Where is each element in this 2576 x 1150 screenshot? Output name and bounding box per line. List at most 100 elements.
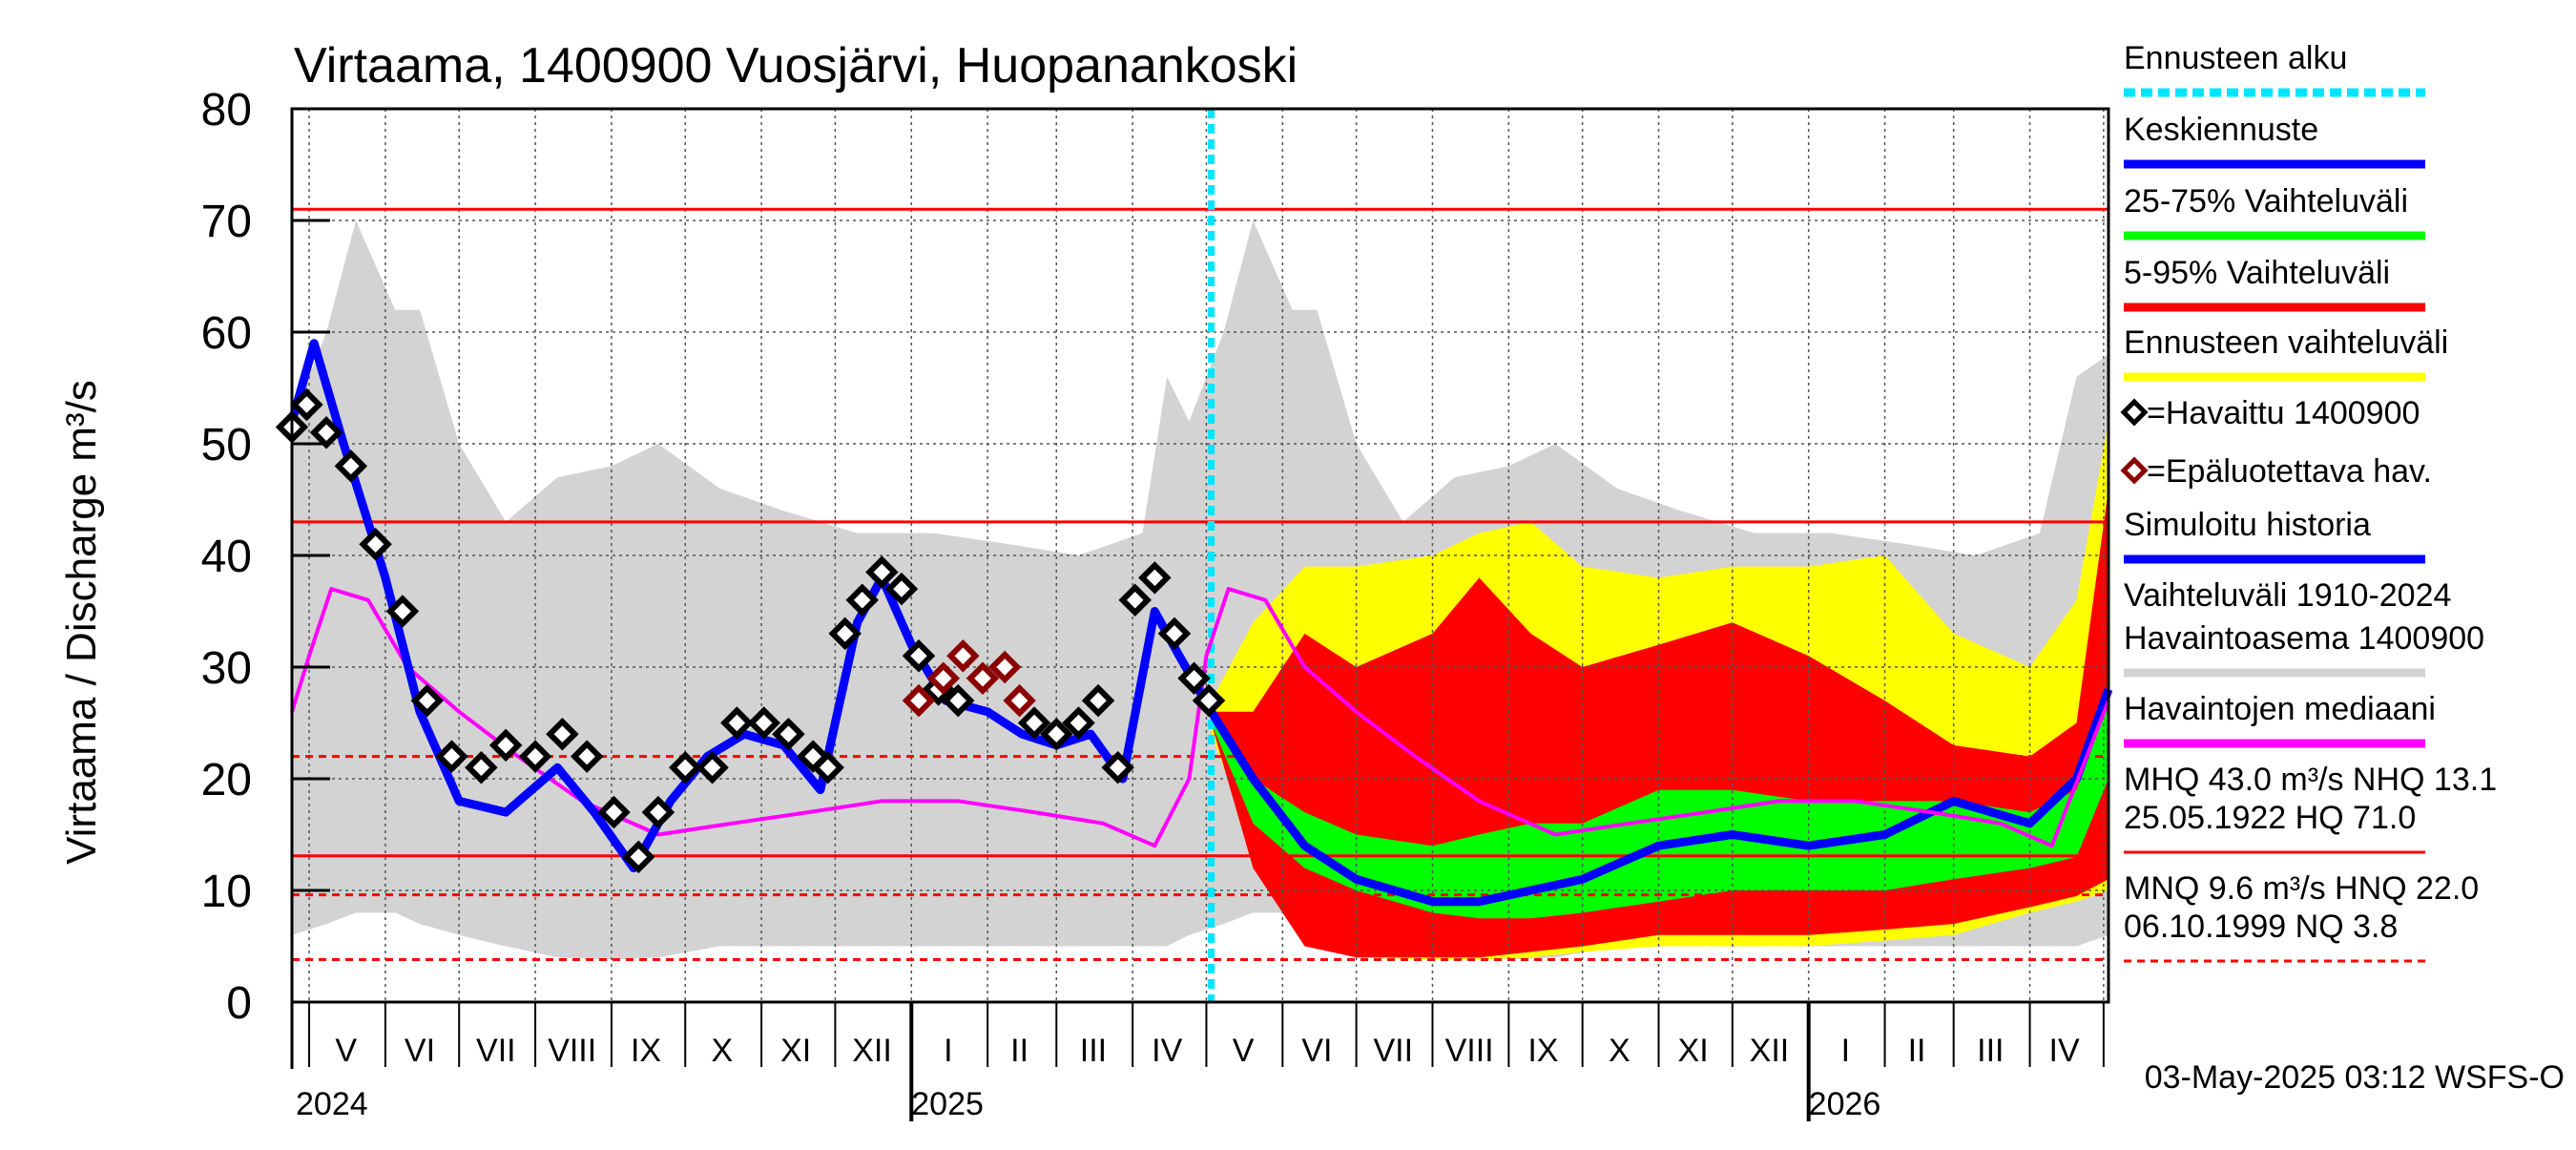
month-label-0: V <box>335 1033 357 1069</box>
month-label-18: XI <box>1678 1033 1709 1069</box>
month-label-15: VIII <box>1445 1033 1494 1069</box>
month-label-23: IV <box>2049 1033 2080 1069</box>
legend-label-vaihteluva-li-1910-2024: Vaihteluväli 1910-2024 <box>2124 577 2451 614</box>
marker-havaittu-1400900 <box>385 595 420 628</box>
marker-havaittu-1400900 <box>772 717 805 751</box>
observation-markers <box>275 387 1226 874</box>
year-label-2024: 2024 <box>296 1086 368 1122</box>
marker-havaittu-1400900 <box>518 740 552 773</box>
month-label-2: VII <box>476 1033 516 1069</box>
marker-epa-luotettava-hav <box>966 661 1000 695</box>
marker-epa-luotettava-hav <box>926 661 961 695</box>
marker-havaittu-1400900 <box>622 840 655 874</box>
marker-havaittu-1400900 <box>546 717 579 751</box>
month-label-12: V <box>1233 1033 1255 1069</box>
legend-label-simuloitu-historia: Simuloitu historia <box>2124 507 2371 543</box>
grid <box>292 108 2109 1002</box>
legend-label-havaintojen-mediaani: Havaintojen mediaani <box>2124 691 2436 727</box>
legend-label-ennusteen-vaihteluva-li: Ennusteen vaihteluväli <box>2124 324 2448 361</box>
month-label-8: I <box>944 1033 952 1069</box>
marker-havaittu-1400900 <box>884 572 919 606</box>
legend-label-havaittu-1400900: =Havaittu 1400900 <box>2147 395 2420 431</box>
marker-havaittu-1400900 <box>1017 706 1051 740</box>
month-label-4: IX <box>631 1033 661 1069</box>
legend-label-mnq-9-6-m-s-hnq-22-0: MNQ 9.6 m³/s HNQ 22.0 <box>2124 870 2479 907</box>
y-tick-label-50: 50 <box>201 420 252 470</box>
month-label-3: VIII <box>548 1033 596 1069</box>
legend-label-06-10-1999-nq-3-8: 06.10.1999 NQ 3.8 <box>2124 909 2398 945</box>
line-havaintojen-mediaani <box>290 587 2110 848</box>
marker-havaittu-1400900 <box>1192 683 1226 718</box>
legend: Ennusteen alku Keskiennuste 25-75% Vaihtel… <box>2120 40 2497 963</box>
legend-marker-epa-luotettava-hav <box>2120 456 2149 485</box>
month-label-13: VI <box>1301 1033 1332 1069</box>
y-axis-label: Virtaama / Discharge m³/s <box>58 380 105 865</box>
marker-havaittu-1400900 <box>811 751 844 784</box>
month-label-5: X <box>712 1033 734 1069</box>
year-label-2025: 2025 <box>911 1086 984 1122</box>
marker-havaittu-1400900 <box>641 795 675 829</box>
marker-havaittu-1400900 <box>828 617 862 651</box>
legend-label-havaintoasema-1400900: Havaintoasema 1400900 <box>2124 620 2484 657</box>
marker-havaittu-1400900 <box>1062 706 1095 740</box>
marker-havaittu-1400900 <box>410 683 444 718</box>
chart-title: Virtaama, 1400900 Vuosjärvi, Huopanankos… <box>294 38 1298 94</box>
reference-lines <box>292 207 2109 962</box>
year-label-2026: 2026 <box>1809 1086 1881 1122</box>
marker-havaittu-1400900 <box>570 740 604 773</box>
y-tick-label-0: 0 <box>226 978 252 1029</box>
marker-epa-luotettava-hav <box>987 650 1022 684</box>
marker-epa-luotettava-hav <box>1003 683 1036 718</box>
marker-havaittu-1400900 <box>902 639 936 673</box>
marker-havaittu-1400900 <box>1081 683 1115 718</box>
legend-label-25-75-vaihteluva-li: 25-75% Vaihteluväli <box>2124 183 2408 220</box>
legend-marker-havaittu-1400900 <box>2120 398 2149 427</box>
marker-havaittu-1400900 <box>1118 583 1152 617</box>
y-tick-label-60: 60 <box>201 308 252 359</box>
month-label-1: VI <box>405 1033 435 1069</box>
month-label-20: I <box>1841 1033 1850 1069</box>
legend-label-25-05-1922-hq-71-0: 25.05.1922 HQ 71.0 <box>2124 800 2416 836</box>
marker-havaittu-1400900 <box>488 728 523 763</box>
marker-havaittu-1400900 <box>865 555 899 589</box>
marker-havaittu-1400900 <box>1177 661 1211 695</box>
marker-havaittu-1400900 <box>941 683 975 718</box>
legend-label-keskiennuste: Keskiennuste <box>2124 112 2318 148</box>
month-label-22: III <box>1977 1033 2004 1069</box>
month-label-17: X <box>1609 1033 1631 1069</box>
month-label-14: VII <box>1373 1033 1413 1069</box>
y-tick-label-40: 40 <box>201 532 252 582</box>
marker-havaittu-1400900 <box>747 706 780 740</box>
month-label-10: III <box>1080 1033 1107 1069</box>
month-label-9: II <box>1010 1033 1028 1069</box>
month-label-7: XII <box>852 1033 892 1069</box>
month-label-11: IV <box>1152 1033 1182 1069</box>
legend-label-epa-luotettava-hav: =Epäluotettava hav. <box>2147 453 2432 490</box>
marker-havaittu-1400900 <box>334 450 368 483</box>
y-tick-label-80: 80 <box>201 85 252 136</box>
y-tick-label-10: 10 <box>201 867 252 917</box>
marker-havaittu-1400900 <box>696 751 729 784</box>
legend-label-mhq-43-0-m-s-nhq-13-1: MHQ 43.0 m³/s NHQ 13.1 <box>2124 762 2497 798</box>
variation-bands <box>292 220 2109 960</box>
marker-havaittu-1400900 <box>1040 717 1073 751</box>
y-tick-label-30: 30 <box>201 643 252 694</box>
marker-havaittu-1400900 <box>1157 617 1192 651</box>
marker-havaittu-1400900 <box>845 583 879 617</box>
marker-epa-luotettava-hav <box>946 639 980 673</box>
marker-havaittu-1400900 <box>597 795 631 829</box>
legend-label-ennusteen-alku: Ennusteen alku <box>2124 40 2347 76</box>
marker-havaittu-1400900 <box>435 740 468 773</box>
marker-havaittu-1400900 <box>290 387 323 422</box>
marker-havaittu-1400900 <box>1138 561 1172 595</box>
y-tick-label-20: 20 <box>201 755 252 805</box>
month-label-19: XII <box>1750 1033 1790 1069</box>
y-tick-label-70: 70 <box>201 197 252 247</box>
marker-havaittu-1400900 <box>359 528 392 561</box>
marker-havaittu-1400900 <box>1101 751 1134 784</box>
month-label-6: XI <box>780 1033 811 1069</box>
marker-havaittu-1400900 <box>465 751 498 784</box>
line-keskiennuste <box>1207 687 2113 907</box>
